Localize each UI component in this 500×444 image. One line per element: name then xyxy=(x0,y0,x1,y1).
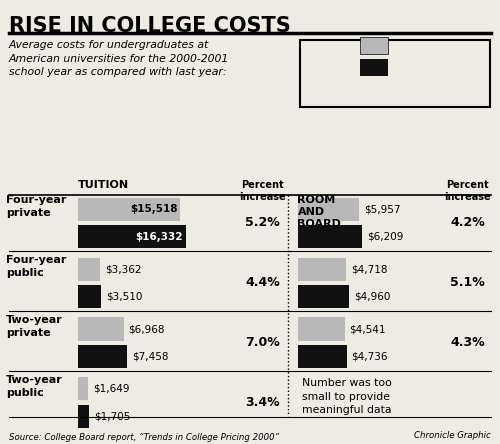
Bar xyxy=(298,317,344,341)
FancyBboxPatch shape xyxy=(300,40,490,107)
Bar xyxy=(298,198,359,221)
Text: $6,209: $6,209 xyxy=(367,232,403,242)
Text: Two-year
private: Two-year private xyxy=(6,315,63,337)
Text: TUITION: TUITION xyxy=(78,180,128,190)
Text: Four-year
private: Four-year private xyxy=(6,195,66,218)
Bar xyxy=(78,258,100,281)
Text: $1,649: $1,649 xyxy=(94,384,130,394)
Bar xyxy=(78,198,180,221)
Text: 4.4%: 4.4% xyxy=(245,276,280,289)
Text: $6,968: $6,968 xyxy=(128,324,165,334)
Text: $4,718: $4,718 xyxy=(352,264,388,274)
Text: 3.4%: 3.4% xyxy=(245,396,280,409)
Text: $4,736: $4,736 xyxy=(352,352,388,361)
Bar xyxy=(298,345,346,368)
Text: $4,541: $4,541 xyxy=(350,324,386,334)
Text: Four-year
public: Four-year public xyxy=(6,255,66,278)
Text: 4.3%: 4.3% xyxy=(450,336,485,349)
Text: $16,332: $16,332 xyxy=(136,232,183,242)
Text: RISE IN COLLEGE COSTS: RISE IN COLLEGE COSTS xyxy=(9,16,291,36)
Bar xyxy=(298,285,349,308)
Bar xyxy=(78,345,127,368)
Bar xyxy=(298,258,346,281)
Text: Average costs for undergraduates at
American universities for the 2000-2001
scho: Average costs for undergraduates at Amer… xyxy=(9,40,229,77)
Bar xyxy=(78,225,186,248)
Text: 2000-2001: 2000-2001 xyxy=(394,63,450,73)
Text: Percent
increase: Percent increase xyxy=(239,180,286,202)
Text: Number was too
small to provide
meaningful data: Number was too small to provide meaningf… xyxy=(302,378,392,416)
Text: Two-year
public: Two-year public xyxy=(6,375,63,397)
Bar xyxy=(360,37,388,54)
Text: 4.2%: 4.2% xyxy=(450,216,485,230)
Text: ROOM
AND
BOARD: ROOM AND BOARD xyxy=(298,195,342,230)
Text: 5.2%: 5.2% xyxy=(245,216,280,230)
Bar xyxy=(78,317,124,341)
Bar xyxy=(78,285,100,308)
Text: $4,960: $4,960 xyxy=(354,292,390,301)
Text: $15,518: $15,518 xyxy=(130,204,178,214)
Text: $7,458: $7,458 xyxy=(132,352,168,361)
Bar xyxy=(78,405,89,428)
Text: Chronicle Graphic: Chronicle Graphic xyxy=(414,432,491,440)
Text: $3,362: $3,362 xyxy=(104,264,141,274)
Text: 1999-2000: 1999-2000 xyxy=(394,41,450,51)
Text: Percent
increase: Percent increase xyxy=(444,180,491,202)
Text: $3,510: $3,510 xyxy=(106,292,142,301)
Text: Source: College Board report, “Trends in College Pricing 2000”: Source: College Board report, “Trends in… xyxy=(9,433,279,442)
Bar xyxy=(298,225,362,248)
Text: $1,705: $1,705 xyxy=(94,412,130,421)
Text: School
year: School year xyxy=(306,44,348,67)
Text: 5.1%: 5.1% xyxy=(450,276,485,289)
Text: 7.0%: 7.0% xyxy=(245,336,280,349)
Bar xyxy=(78,377,88,400)
Text: $5,957: $5,957 xyxy=(364,204,401,214)
Bar xyxy=(360,59,388,76)
